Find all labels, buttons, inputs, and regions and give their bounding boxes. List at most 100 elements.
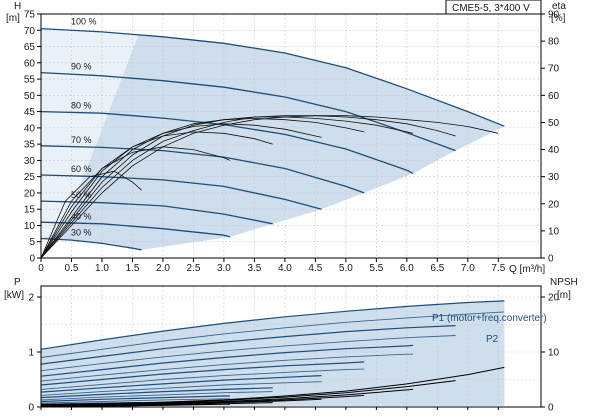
top-right-tick-label: 70 — [548, 64, 560, 75]
p1-curve-100 — [40, 300, 505, 350]
bottom-right-tick-label: 0 — [548, 403, 554, 414]
head-curve-90 — [40, 71, 456, 152]
top-left-tick-label: 25 — [24, 172, 36, 183]
bottom-right-tick-label: 10 — [548, 348, 560, 359]
top-right-tick-label: 50 — [548, 118, 560, 129]
npsh-curve — [41, 404, 142, 407]
top-right-tick-label: 0 — [548, 254, 554, 265]
p1-curve-40 — [40, 395, 230, 403]
top-left-tick-label: 10 — [24, 221, 36, 232]
x-tick-label: 0 — [38, 263, 44, 274]
speed-label: 70 % — [71, 135, 92, 145]
p2-curve-70 — [40, 368, 365, 390]
top-right-axis-label: eta — [552, 1, 566, 12]
top-left-tick-label: 70 — [24, 26, 36, 37]
p1-curve-60 — [40, 375, 322, 393]
top-right-tick-label: 10 — [548, 226, 560, 237]
top-left-tick-label: 35 — [24, 140, 36, 151]
p2-curve-80 — [40, 353, 413, 382]
top-left-tick-label: 50 — [24, 91, 36, 102]
bottom-left-axis-unit: [kW] — [4, 290, 24, 301]
speed-label: 60 % — [71, 164, 92, 174]
top-left-tick-label: 5 — [29, 237, 35, 248]
top-envelope-light-region — [41, 28, 139, 239]
bottom-right-axis-label: NPSH — [550, 277, 578, 288]
p1-curve-70 — [40, 361, 365, 386]
efficiency-curve — [40, 123, 322, 259]
top-left-axis-label: H — [14, 1, 21, 12]
head-curve-100 — [40, 27, 505, 127]
p1-curve-50 — [40, 387, 273, 399]
x-tick-label: 6.0 — [400, 263, 414, 274]
x-tick-label: 0.5 — [65, 263, 79, 274]
speed-label: 30 % — [71, 228, 92, 238]
bottom-right-axis-unit: [m] — [557, 290, 571, 301]
speed-label: 90 % — [71, 62, 92, 72]
chart-title: CME5-5, 3*400 V — [452, 3, 530, 14]
top-plot-frame — [40, 13, 542, 259]
p1-curve-90 — [40, 325, 456, 365]
x-tick-label: 3.5 — [247, 263, 261, 274]
top-right-tick-label: 20 — [548, 199, 560, 210]
top-right-tick-label: 80 — [548, 37, 560, 48]
p2-curve-50 — [40, 391, 273, 401]
bottom-left-tick-label: 1 — [28, 348, 34, 359]
speed-label: 50 % — [71, 190, 92, 200]
bottom-plot-frame — [40, 285, 542, 408]
p2-curve-60 — [40, 381, 322, 396]
p1-curve-80 — [40, 344, 414, 377]
p2-curve-100 — [40, 311, 505, 358]
top-right-tick-label: 60 — [548, 91, 560, 102]
x-tick-label: 1.0 — [95, 263, 109, 274]
head-curve-50 — [40, 200, 273, 225]
bottom-left-tick-label: 0 — [28, 403, 34, 414]
top-left-tick-label: 45 — [24, 107, 36, 118]
head-curve-40 — [40, 221, 231, 238]
x-tick-label: 1.5 — [126, 263, 140, 274]
p2-curve-40 — [40, 398, 230, 404]
head-curve-70 — [40, 145, 365, 194]
top-left-tick-label: 15 — [24, 205, 36, 216]
x-axis-label: Q [m³/h] — [509, 264, 545, 275]
efficiency-curve — [40, 116, 414, 259]
speed-label: 40 % — [71, 211, 92, 221]
top-operating-envelope — [41, 28, 505, 250]
x-tick-label: 5.0 — [339, 263, 353, 274]
bottom-left-axis-label: P — [14, 277, 21, 288]
top-plot: 100 % 90 % 80 % 70 % 60 % 50 % 40 % 30 % CME5-5,… — [24, 0, 560, 274]
bottom-right-tick-label: 20 — [548, 293, 560, 304]
head-curve-80 — [40, 110, 414, 174]
top-left-tick-label: 55 — [24, 75, 36, 86]
top-right-tick-label: 40 — [548, 145, 560, 156]
top-right-tick-label: 90 — [548, 10, 560, 21]
p2-curve-90 — [40, 335, 456, 372]
bottom-left-tick-label: 2 — [28, 293, 34, 304]
chart-title-box: CME5-5, 3*400 V — [445, 0, 542, 15]
x-tick-label: 6.5 — [430, 263, 444, 274]
top-left-tick-label: 65 — [24, 42, 36, 53]
head-curve-30 — [40, 237, 142, 251]
speed-label: 100 % — [71, 16, 97, 26]
top-left-tick-label: 0 — [29, 254, 35, 265]
top-left-tick-label: 30 — [24, 156, 36, 167]
x-tick-label: 2.0 — [156, 263, 170, 274]
efficiency-curve — [40, 131, 273, 259]
title-box-frame — [445, 0, 542, 15]
top-left-tick-label: 40 — [24, 123, 36, 134]
top-left-tick-label: 75 — [24, 10, 36, 21]
npsh-curve — [40, 366, 505, 405]
x-tick-label: 4.5 — [308, 263, 322, 274]
efficiency-curve — [40, 115, 499, 259]
speed-label: 80 % — [71, 101, 92, 111]
efficiency-curve — [40, 170, 142, 259]
top-left-axis-unit: [m] — [6, 13, 20, 24]
x-tick-label: 5.5 — [369, 263, 383, 274]
npsh-curve — [40, 388, 414, 406]
efficiency-curve — [40, 146, 231, 259]
x-tick-label: 2.5 — [186, 263, 200, 274]
top-right-tick-label: 30 — [548, 172, 560, 183]
efficiency-curve — [40, 117, 365, 259]
